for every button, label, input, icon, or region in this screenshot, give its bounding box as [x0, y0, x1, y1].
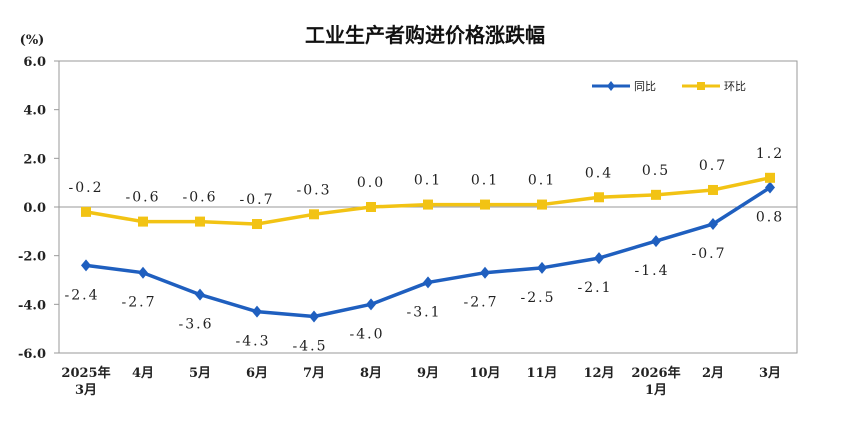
- data-labels-layer: -2.4 -2.7 -3.6 -4.3 -4.5 -4.0 -3.1 -2.7 -2.5 -2.1…: [65, 146, 784, 355]
- x-tick-label: 7月: [303, 366, 325, 381]
- y-tick-label: 0.0: [23, 201, 46, 216]
- data-label: 0.1: [528, 173, 556, 189]
- data-point: [138, 216, 148, 227]
- data-point: [594, 192, 604, 203]
- data-label: -4.0: [350, 326, 385, 342]
- x-tick-label: 6月: [246, 366, 268, 381]
- legend-swatch-marker: [607, 81, 615, 91]
- x-tick-label: 5月: [189, 366, 211, 381]
- data-point: [708, 218, 718, 231]
- data-label: 0.4: [585, 165, 613, 181]
- data-label: -3.1: [407, 304, 442, 320]
- data-point: [765, 172, 775, 183]
- x-tick-label: 8月: [360, 366, 382, 381]
- y-axis-unit: (%): [20, 33, 45, 48]
- x-tick-label: 2025年 3月: [61, 365, 110, 398]
- data-label: -0.6: [183, 190, 218, 206]
- data-label: -2.7: [122, 295, 157, 311]
- data-label: -2.7: [464, 295, 499, 311]
- data-point: [366, 202, 376, 212]
- data-label: 0.5: [642, 163, 670, 179]
- data-point: [81, 259, 91, 272]
- data-label: -3.6: [179, 317, 214, 333]
- data-label: -2.1: [578, 280, 613, 296]
- data-point: [765, 181, 775, 194]
- data-point: [195, 288, 205, 301]
- data-label: -0.2: [69, 180, 104, 196]
- y-tick-label: 2.0: [23, 152, 46, 167]
- data-label: -4.5: [293, 339, 328, 355]
- x-tick-label: 2026年 1月: [631, 365, 680, 398]
- data-point: [252, 219, 262, 230]
- data-label: 0.8: [756, 210, 784, 226]
- x-tick-label: 12月: [583, 366, 614, 381]
- data-point: [252, 305, 262, 318]
- data-point: [423, 199, 433, 210]
- data-label: -2.4: [65, 287, 100, 303]
- y-tick-label: -6.0: [18, 347, 46, 362]
- data-point: [480, 266, 490, 279]
- data-label: -2.5: [521, 290, 556, 306]
- y-axis-ticks: 6.0 4.0 2.0 0.0 -2.0 -4.0 -6.0: [18, 55, 59, 362]
- legend-label: 同比: [634, 80, 656, 93]
- y-tick-label: -2.0: [18, 250, 46, 265]
- data-point: [537, 199, 547, 210]
- chart-title: 工业生产者购进价格涨跌幅: [305, 23, 545, 47]
- data-point: [309, 310, 319, 323]
- x-tick-label: 11月: [526, 366, 557, 381]
- data-point: [138, 266, 148, 279]
- data-point: [537, 261, 547, 274]
- legend: 同比 环比: [592, 80, 746, 93]
- x-tick-label: 2月: [702, 366, 724, 381]
- data-point: [309, 209, 319, 220]
- data-point: [594, 252, 604, 265]
- data-label: -1.4: [635, 263, 670, 279]
- data-point: [651, 189, 661, 200]
- y-tick-label: -4.0: [18, 298, 46, 313]
- data-label: -0.6: [126, 190, 161, 206]
- data-label: -0.7: [692, 246, 727, 262]
- data-label: 1.2: [756, 146, 784, 162]
- data-label: 0.7: [699, 158, 727, 174]
- data-point: [366, 298, 376, 311]
- data-point: [708, 184, 718, 195]
- data-point: [81, 206, 91, 217]
- data-label: -4.3: [236, 334, 271, 350]
- data-label: 0.1: [414, 173, 442, 189]
- data-point: [480, 199, 490, 210]
- data-point: [423, 276, 433, 289]
- y-tick-label: 6.0: [23, 55, 46, 70]
- legend-swatch-marker: [697, 82, 705, 90]
- x-tick-label: 4月: [132, 366, 154, 381]
- data-point: [195, 216, 205, 227]
- y-tick-label: 4.0: [23, 104, 46, 119]
- x-tick-label: 10月: [469, 366, 500, 381]
- legend-label: 环比: [724, 80, 746, 93]
- x-axis-ticks: 2025年 3月 4月 5月 6月 7月 8月 9月 10月 11月 12月 2026年 1月 2月 3月: [61, 365, 781, 398]
- data-label: -0.3: [297, 182, 332, 198]
- data-label: 0.1: [471, 173, 499, 189]
- x-tick-label: 3月: [759, 366, 781, 381]
- x-tick-label: 9月: [417, 366, 439, 381]
- data-label: 0.0: [357, 175, 385, 191]
- data-point: [651, 235, 661, 248]
- data-label: -0.7: [240, 192, 275, 208]
- series-layer: [81, 172, 775, 323]
